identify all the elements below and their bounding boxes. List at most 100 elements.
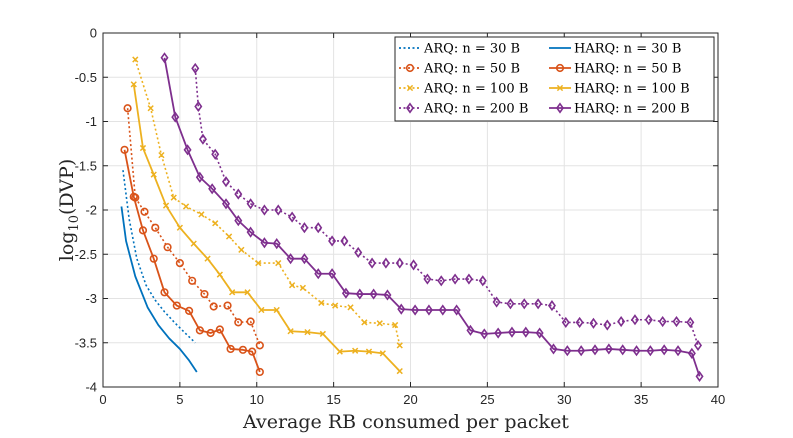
data-point (151, 223, 160, 232)
legend-label: HARQ: n = 50 B (574, 62, 681, 77)
data-point (149, 254, 158, 263)
series-line (122, 170, 196, 344)
data-point (286, 253, 295, 265)
data-point (299, 284, 307, 292)
data-point (547, 300, 556, 312)
legend-entry: HARQ: n = 30 B (549, 42, 681, 57)
series-line (163, 57, 701, 377)
data-point (273, 306, 280, 314)
legend-entry: ARQ: n = 200 B (399, 102, 528, 117)
data-point (216, 271, 223, 278)
data-point (520, 298, 529, 310)
data-point (139, 144, 147, 152)
y-tick-label: -3 (85, 291, 97, 306)
data-point (369, 288, 378, 300)
series-line (123, 149, 261, 373)
data-point (258, 306, 265, 314)
data-point (411, 304, 420, 316)
data-point (198, 133, 207, 145)
data-point (195, 171, 204, 183)
x-tick-label: 35 (634, 392, 648, 407)
data-point (171, 111, 180, 123)
data-point (200, 289, 209, 299)
data-point (604, 343, 613, 355)
data-point (630, 314, 639, 326)
y-tick-label: -2.5 (75, 247, 97, 262)
legend-label: HARQ: n = 100 B (574, 82, 690, 97)
data-point (328, 268, 337, 280)
data-point (198, 211, 205, 218)
data-point (132, 56, 139, 63)
data-point (123, 104, 132, 113)
data-point (507, 326, 516, 338)
axes: 0 5 10 15 20 25 30 35 40 0 -0.5 -1 -1.5 -2 -2.5 -3 -3.5 -… (75, 26, 726, 408)
y-tick-label: -2 (85, 203, 97, 218)
data-point (176, 224, 184, 231)
data-point (287, 328, 294, 335)
data-point (160, 52, 169, 64)
legend-label: ARQ: n = 50 B (423, 62, 520, 77)
svg-text:log10(DVP): log10(DVP) (56, 159, 82, 261)
data-point (340, 235, 349, 247)
data-point (209, 302, 218, 311)
data-point (215, 325, 224, 334)
x-tick-label: 25 (480, 392, 494, 407)
data-point (424, 304, 433, 316)
data-point (368, 257, 377, 269)
data-point (318, 299, 325, 307)
data-point (354, 246, 363, 259)
data-point (674, 345, 683, 357)
series-harq-100b (130, 81, 403, 375)
data-point (185, 306, 194, 315)
data-point (246, 226, 255, 238)
data-point (577, 345, 586, 357)
data-point (660, 344, 669, 356)
data-point (188, 276, 197, 285)
legend-box (394, 36, 715, 122)
data-point (535, 327, 544, 339)
data-point (221, 198, 231, 210)
data-point (466, 324, 475, 336)
legend-entry: ARQ: n = 50 B (399, 62, 520, 77)
data-point (347, 304, 354, 311)
series-arq-200b (191, 62, 703, 351)
series-arq-50b (123, 104, 264, 350)
plot-series (120, 52, 704, 382)
data-point (206, 328, 215, 338)
data-point (194, 100, 203, 113)
data-point (409, 259, 418, 271)
legend-label: HARQ: n = 200 B (574, 102, 690, 117)
data-point (211, 148, 220, 160)
y-tick-label: -3.5 (75, 335, 97, 350)
data-point (328, 235, 337, 247)
data-point (158, 151, 165, 159)
y-axis-label: log10(DVP) (56, 159, 82, 261)
y-tick-label: 0 (90, 26, 97, 41)
legend-marker-sample (405, 63, 415, 73)
data-point (383, 289, 392, 301)
legend-marker-sample (406, 84, 414, 92)
data-point (352, 347, 359, 354)
data-point (695, 370, 704, 382)
data-point (464, 273, 473, 285)
legend-marker-sample (555, 63, 565, 73)
data-point (190, 240, 197, 247)
data-point (314, 268, 323, 280)
data-point (686, 316, 695, 328)
data-point (163, 243, 172, 252)
legend-label: ARQ: n = 100 B (423, 82, 528, 97)
data-point (480, 328, 489, 340)
data-point (238, 345, 248, 354)
series-arq-30b (122, 170, 196, 344)
data-point (396, 367, 403, 375)
data-point (275, 259, 282, 267)
y-axis-label-sub: 10 (67, 215, 82, 232)
data-point (182, 203, 190, 210)
data-point (391, 321, 399, 329)
data-point (255, 367, 264, 377)
data-point (129, 192, 138, 201)
data-point (314, 222, 323, 234)
data-point (332, 302, 339, 309)
data-point (618, 344, 627, 356)
